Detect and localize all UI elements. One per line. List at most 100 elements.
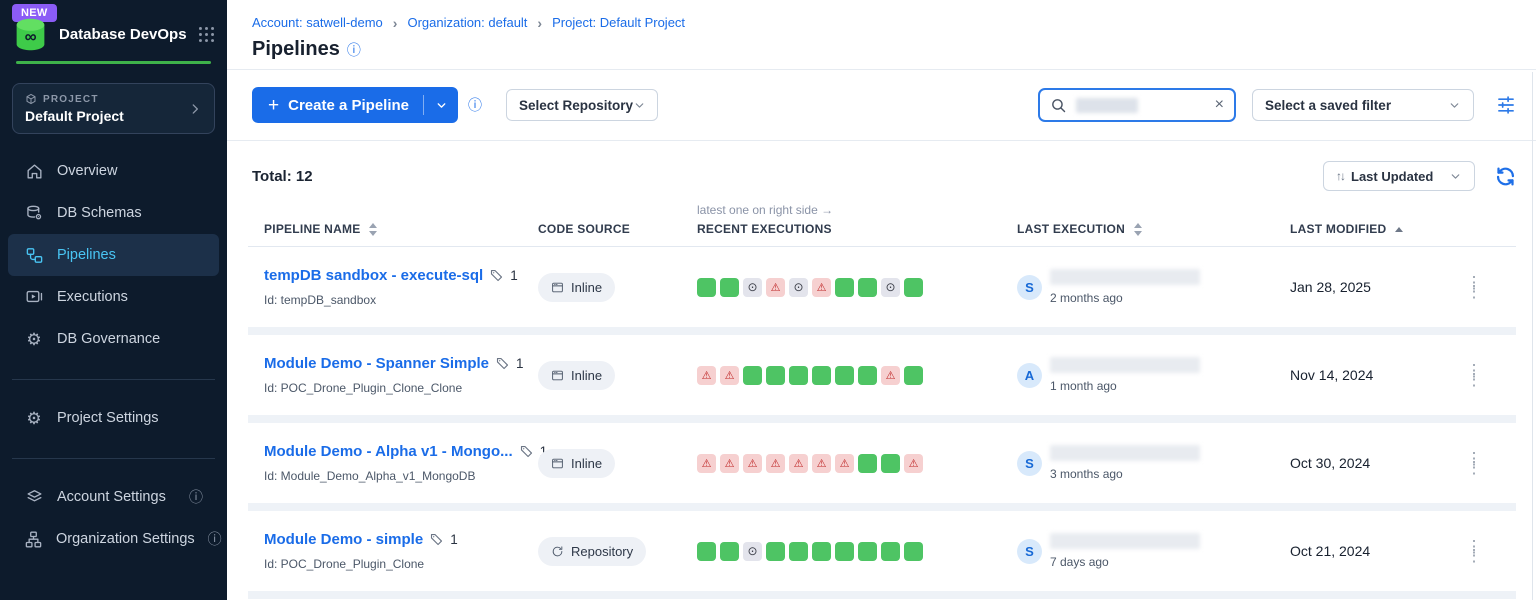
table-body: tempDB sandbox - execute-sql 1 Id: tempD… [248, 247, 1516, 599]
execution-status-ok-icon[interactable] [858, 541, 877, 561]
pipeline-id: Id: POC_Drone_Plugin_Clone_Clone [264, 381, 463, 395]
execution-status-warn-icon[interactable]: ⚠ [697, 453, 716, 473]
kebab-menu[interactable]: ⋮ ⋮ [1465, 272, 1483, 301]
select-repository-dropdown[interactable]: Select Repository [506, 89, 658, 121]
execution-status-ok-icon[interactable] [697, 541, 716, 561]
last-execution-time: 2 months ago [1050, 291, 1123, 305]
chevron-right-icon [188, 102, 202, 116]
column-header-last-execution[interactable]: LAST EXECUTION [1017, 222, 1290, 236]
db-schemas-icon [24, 204, 44, 223]
breadcrumb-link[interactable]: Project: Default Project [552, 15, 686, 30]
kebab-menu[interactable]: ⋮ ⋮ [1465, 360, 1483, 389]
pipeline-name-link[interactable]: Module Demo - simple [264, 531, 424, 548]
code-source-badge: Repository [538, 536, 647, 566]
execution-status-warn-icon[interactable]: ⚠ [904, 453, 923, 473]
pipeline-name-link[interactable]: Module Demo - Alpha v1 - Mongo... [264, 443, 513, 460]
execution-status-warn-icon[interactable]: ⚠ [743, 453, 762, 473]
kebab-menu[interactable]: ⋮ ⋮ [1465, 536, 1483, 565]
execution-status-ok-icon[interactable] [789, 541, 808, 561]
execution-status-ok-icon[interactable] [812, 365, 831, 385]
last-execution-time: 7 days ago [1050, 555, 1109, 569]
pipeline-id: Id: POC_Drone_Plugin_Clone [264, 557, 425, 571]
avatar: S [1017, 274, 1042, 300]
sort-dropdown[interactable]: ↑↓ Last Updated [1323, 161, 1475, 191]
execution-status-warn-icon[interactable]: ⚠ [766, 277, 785, 297]
execution-status-ok-icon[interactable] [835, 277, 854, 297]
execution-status-ok-icon[interactable] [720, 541, 739, 561]
column-header-pipeline-name[interactable]: PIPELINE NAME [248, 222, 538, 236]
sidebar-item-overview[interactable]: Overview ⓘ [8, 150, 219, 192]
filter-sliders-icon[interactable] [1496, 95, 1516, 115]
chevron-down-icon [633, 99, 646, 112]
sidebar-item-account-settings[interactable]: Account Settings ⓘ [8, 476, 219, 518]
execution-status-ok-icon[interactable] [881, 453, 900, 473]
execution-status-ok-icon[interactable] [835, 541, 854, 561]
execution-status-warn-icon[interactable]: ⚠ [697, 365, 716, 385]
execution-status-ok-icon[interactable] [904, 541, 923, 561]
breadcrumb-link[interactable]: Account: satwell-demo [252, 15, 383, 30]
gear-icon: ⚙ [26, 408, 42, 428]
execution-status-ok-icon[interactable] [743, 365, 762, 385]
execution-status-ok-icon[interactable] [720, 277, 739, 297]
refresh-icon[interactable] [1495, 166, 1516, 187]
tag-count: 1 [516, 356, 524, 371]
execution-status-ok-icon[interactable] [858, 453, 877, 473]
sidebar-item-pipelines[interactable]: Pipelines ⓘ [8, 234, 219, 276]
execution-status-warn-icon[interactable]: ⚠ [789, 453, 808, 473]
sidebar-item-project-settings[interactable]: ⚙ Project Settings ⓘ [8, 397, 219, 439]
execution-status-ok-icon[interactable] [858, 365, 877, 385]
execution-status-warn-icon[interactable]: ⚠ [812, 277, 831, 297]
pipeline-id: Id: tempDB_sandbox [264, 293, 377, 307]
info-icon[interactable]: ⓘ [189, 489, 203, 505]
execution-status-ok-icon[interactable] [766, 541, 785, 561]
kebab-menu[interactable]: ⋮ ⋮ [1465, 448, 1483, 477]
execution-status-ok-icon[interactable] [904, 365, 923, 385]
clear-search-icon[interactable]: × [1214, 96, 1224, 113]
redacted-user-name [1050, 269, 1200, 285]
execution-status-ok-icon[interactable] [904, 277, 923, 297]
create-pipeline-dropdown-toggle[interactable] [424, 87, 458, 123]
tag-count: 1 [510, 268, 518, 283]
execution-status-ok-icon[interactable] [835, 365, 854, 385]
info-icon[interactable]: ⓘ [346, 41, 361, 58]
execution-status-warn-icon[interactable]: ⚠ [720, 365, 739, 385]
execution-status-ok-icon[interactable] [789, 365, 808, 385]
search-input[interactable]: × [1038, 88, 1236, 122]
execution-status-warn-icon[interactable]: ⚠ [835, 453, 854, 473]
execution-status-ok-icon[interactable] [858, 277, 877, 297]
last-execution-time: 1 month ago [1050, 379, 1117, 393]
sidebar-nav-project: ⚙ Project Settings ⓘ [0, 397, 227, 439]
execution-status-ok-icon[interactable] [812, 541, 831, 561]
apps-grid-icon[interactable] [197, 25, 216, 44]
code-source-badge: Inline [538, 272, 616, 302]
info-icon[interactable]: ⓘ [207, 531, 222, 547]
pipeline-name-link[interactable]: Module Demo - Spanner Simple [264, 355, 490, 372]
sidebar-item-organization-settings[interactable]: Organization Settings ⓘ [8, 518, 222, 560]
pipeline-name-link[interactable]: tempDB sandbox - execute-sql [264, 267, 484, 284]
list-controls: Total: 12 ↑↓ Last Updated [227, 141, 1536, 203]
execution-status-ok-icon[interactable] [697, 277, 716, 297]
create-pipeline-button[interactable]: + Create a Pipeline [268, 94, 409, 116]
sidebar-item-db-governance[interactable]: ⚙ DB Governance ⓘ [8, 318, 219, 360]
project-selector[interactable]: PROJECT Default Project [12, 83, 215, 134]
column-header-last-modified[interactable]: LAST MODIFIED [1290, 222, 1458, 236]
saved-filter-dropdown[interactable]: Select a saved filter [1252, 89, 1474, 121]
execution-status-ok-icon[interactable] [766, 365, 785, 385]
execution-status-warn-icon[interactable]: ⚠ [812, 453, 831, 473]
execution-status-skip-icon[interactable]: ⊙ [743, 541, 762, 561]
execution-status-warn-icon[interactable]: ⚠ [720, 453, 739, 473]
execution-status-skip-icon[interactable]: ⊙ [789, 277, 808, 297]
execution-status-skip-icon[interactable]: ⊙ [881, 277, 900, 297]
execution-status-warn-icon[interactable]: ⚠ [766, 453, 785, 473]
tag-count: 1 [450, 532, 458, 547]
last-modified-date: Nov 14, 2024 [1290, 367, 1374, 383]
sidebar-item-executions[interactable]: Executions ⓘ [8, 276, 219, 318]
gear-icon: ⚙ [26, 329, 42, 349]
repository-icon [551, 545, 564, 558]
execution-status-ok-icon[interactable] [881, 541, 900, 561]
execution-status-warn-icon[interactable]: ⚠ [881, 365, 900, 385]
info-icon[interactable]: ⓘ [468, 97, 482, 113]
sidebar-item-db-schemas[interactable]: DB Schemas ⓘ [8, 192, 219, 234]
breadcrumb-link[interactable]: Organization: default [407, 15, 528, 30]
execution-status-skip-icon[interactable]: ⊙ [743, 277, 762, 297]
